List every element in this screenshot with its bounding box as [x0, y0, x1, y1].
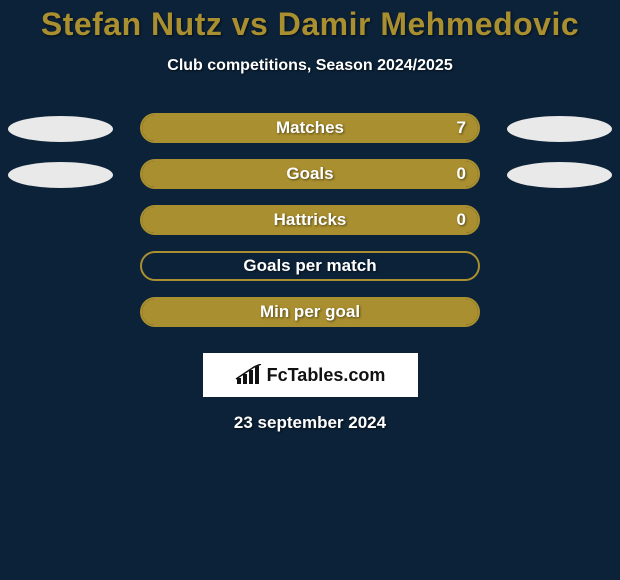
stat-bar: Matches7 — [140, 113, 480, 143]
stat-row: Matches7 — [0, 111, 620, 157]
right-player-chip — [507, 116, 612, 142]
right-player-chip — [507, 162, 612, 188]
stat-value: 0 — [457, 161, 466, 187]
stat-bar: Goals0 — [140, 159, 480, 189]
stat-label: Hattricks — [142, 207, 478, 233]
left-player-chip — [8, 116, 113, 142]
stat-row: Hattricks0 — [0, 203, 620, 249]
stat-bar: Hattricks0 — [140, 205, 480, 235]
logo-box: FcTables.com — [203, 353, 418, 397]
stat-label: Matches — [142, 115, 478, 141]
page-title: Stefan Nutz vs Damir Mehmedovic — [0, 0, 620, 43]
stat-rows: Matches7Goals0Hattricks0Goals per matchM… — [0, 111, 620, 341]
stat-bar: Min per goal — [140, 297, 480, 327]
stat-label: Goals per match — [142, 253, 478, 279]
stat-value: 0 — [457, 207, 466, 233]
stat-value: 7 — [457, 115, 466, 141]
comparison-infographic: Stefan Nutz vs Damir Mehmedovic Club com… — [0, 0, 620, 580]
stat-label: Min per goal — [142, 299, 478, 325]
stat-bar: Goals per match — [140, 251, 480, 281]
stat-row: Min per goal — [0, 295, 620, 341]
stat-label: Goals — [142, 161, 478, 187]
date-text: 23 september 2024 — [0, 413, 620, 433]
left-player-chip — [8, 162, 113, 188]
logo-text: FcTables.com — [267, 365, 386, 386]
stat-row: Goals per match — [0, 249, 620, 295]
page-subtitle: Club competitions, Season 2024/2025 — [0, 57, 620, 75]
bar-chart-icon — [235, 364, 263, 386]
stat-row: Goals0 — [0, 157, 620, 203]
